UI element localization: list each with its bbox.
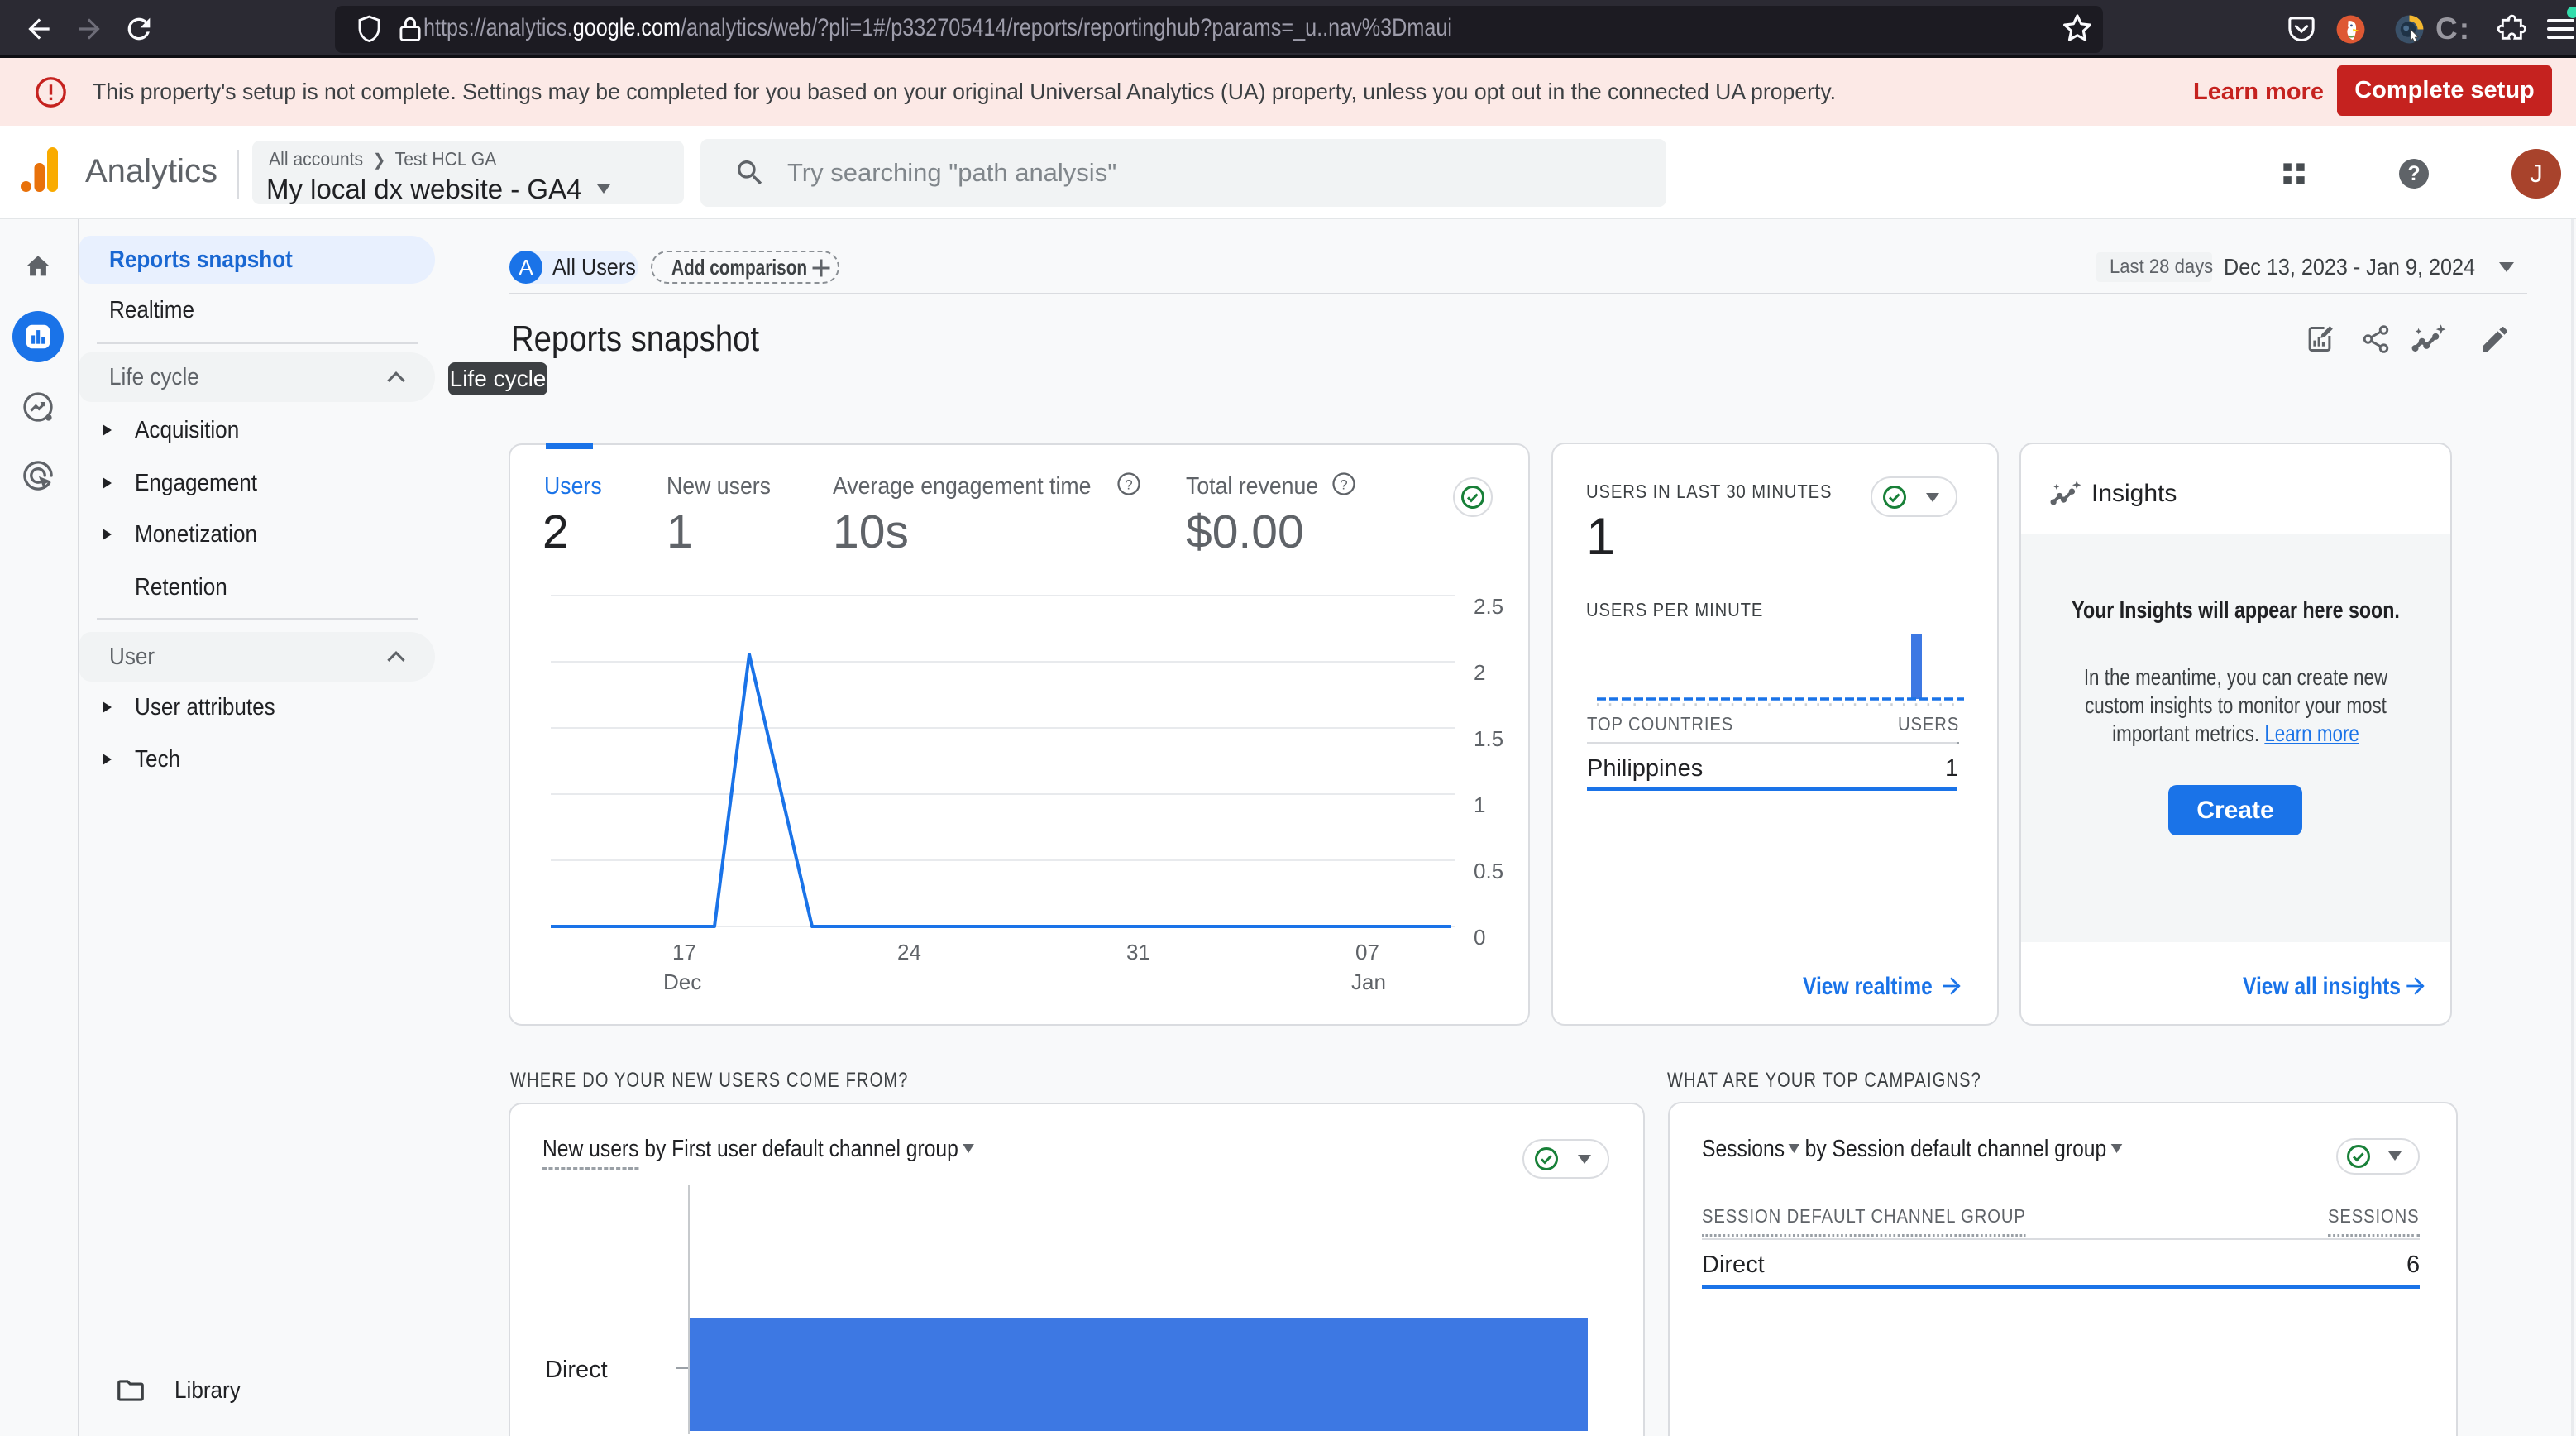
svg-text:?: ? [1340,476,1347,492]
svg-text:?: ? [1125,476,1132,492]
